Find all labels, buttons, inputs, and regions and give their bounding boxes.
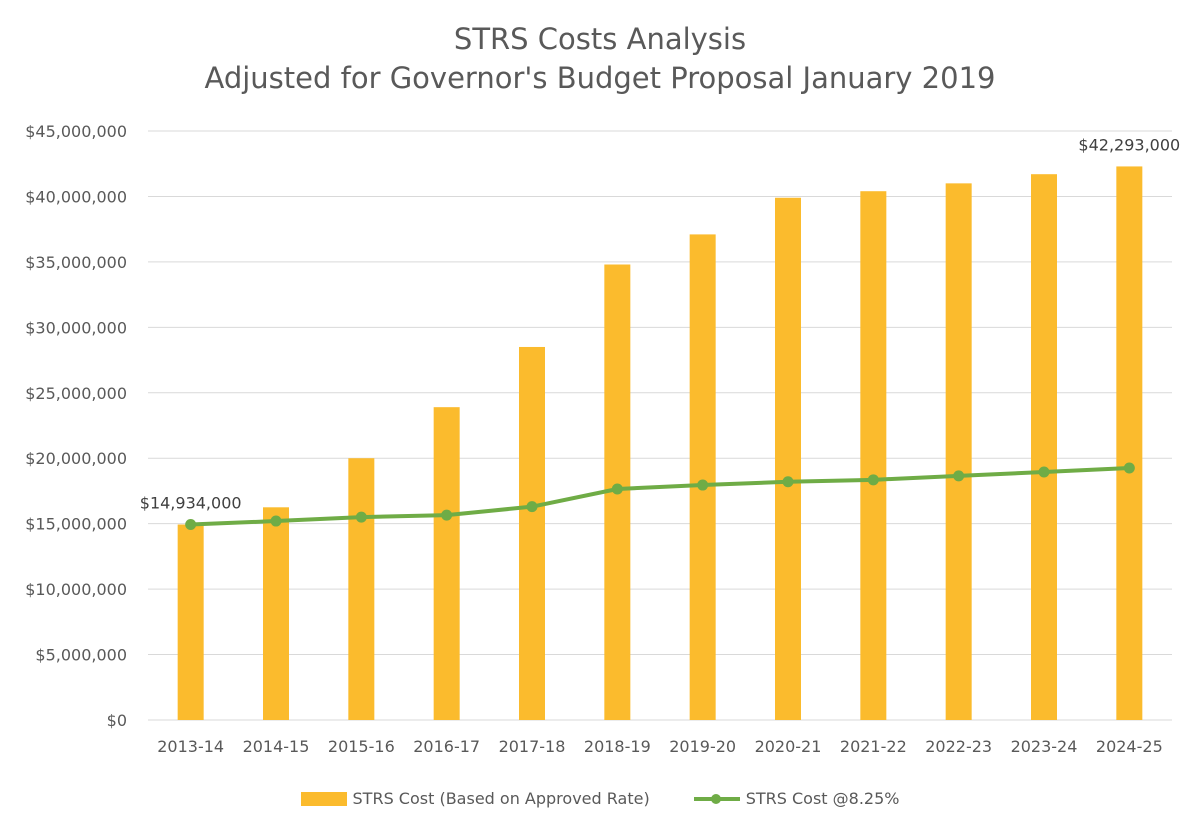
y-tick-label: $15,000,000 xyxy=(25,515,127,534)
line-point xyxy=(1038,466,1050,478)
legend-swatch-line xyxy=(693,792,740,806)
y-tick-label: $45,000,000 xyxy=(25,122,127,141)
line-point xyxy=(441,509,453,521)
x-tick-label: 2013-14 xyxy=(157,737,224,756)
x-tick-label: 2016-17 xyxy=(413,737,480,756)
x-tick-label: 2015-16 xyxy=(328,737,395,756)
chart-legend: STRS Cost (Based on Approved Rate) STRS … xyxy=(0,789,1200,808)
bar-series xyxy=(177,166,1143,721)
chart-subtitle: Adjusted for Governor's Budget Proposal … xyxy=(204,61,996,95)
x-tick-label: 2017-18 xyxy=(499,737,566,756)
y-axis-labels: $0 $5,000,000 $10,000,000 $15,000,000 $20,00… xyxy=(25,122,127,730)
y-tick-label: $0 xyxy=(107,711,127,730)
bar xyxy=(348,458,375,720)
data-label: $42,293,000 xyxy=(1078,135,1180,154)
line-point xyxy=(611,483,623,495)
series-line xyxy=(188,466,1132,527)
bar xyxy=(519,346,545,720)
bar xyxy=(860,191,887,721)
x-axis-labels: 2013-14 2014-15 2015-16 2016-17 2017-18 2018-… xyxy=(157,737,1163,756)
data-labels: $14,934,000 $42,293,000 xyxy=(140,135,1180,512)
y-tick-label: $25,000,000 xyxy=(25,384,127,403)
bar xyxy=(1116,166,1143,720)
bar xyxy=(689,234,716,720)
legend-item-825[interactable]: STRS Cost @8.25% xyxy=(693,789,900,808)
y-tick-label: $40,000,000 xyxy=(25,187,127,206)
line-point xyxy=(953,470,965,482)
gridlines xyxy=(148,130,1172,721)
bar xyxy=(433,407,460,720)
legend-item-approved-rate[interactable]: STRS Cost (Based on Approved Rate) xyxy=(300,789,650,808)
line-point xyxy=(270,515,282,527)
line-point xyxy=(697,479,709,491)
x-tick-label: 2018-19 xyxy=(584,737,651,756)
x-tick-label: 2024-25 xyxy=(1096,737,1163,756)
bar xyxy=(263,507,289,720)
x-tick-label: 2014-15 xyxy=(243,737,310,756)
line-point xyxy=(355,511,367,523)
x-tick-label: 2020-21 xyxy=(755,737,822,756)
line-point xyxy=(1123,462,1135,474)
y-tick-label: $35,000,000 xyxy=(25,253,127,272)
line-point xyxy=(526,501,538,513)
bar xyxy=(775,197,801,721)
line-point xyxy=(782,476,794,488)
x-tick-label: 2021-22 xyxy=(840,737,907,756)
legend-label: STRS Cost @8.25% xyxy=(745,789,900,808)
chart-title: STRS Costs Analysis xyxy=(453,22,747,56)
x-tick-label: 2023-24 xyxy=(1011,737,1078,756)
y-tick-label: $30,000,000 xyxy=(25,318,127,337)
line-series xyxy=(185,462,1135,531)
bar xyxy=(177,524,204,720)
y-tick-label: $10,000,000 xyxy=(25,580,127,599)
y-tick-label: $20,000,000 xyxy=(25,449,127,468)
x-tick-label: 2022-23 xyxy=(925,737,992,756)
data-label: $14,934,000 xyxy=(140,494,242,513)
bar xyxy=(945,183,972,720)
y-tick-label: $5,000,000 xyxy=(35,646,127,665)
legend-label: STRS Cost (Based on Approved Rate) xyxy=(352,789,650,808)
x-tick-label: 2019-20 xyxy=(669,737,736,756)
line-point xyxy=(185,519,197,531)
line-point xyxy=(867,474,879,486)
legend-swatch-bar xyxy=(300,791,347,806)
bar xyxy=(1031,174,1057,720)
